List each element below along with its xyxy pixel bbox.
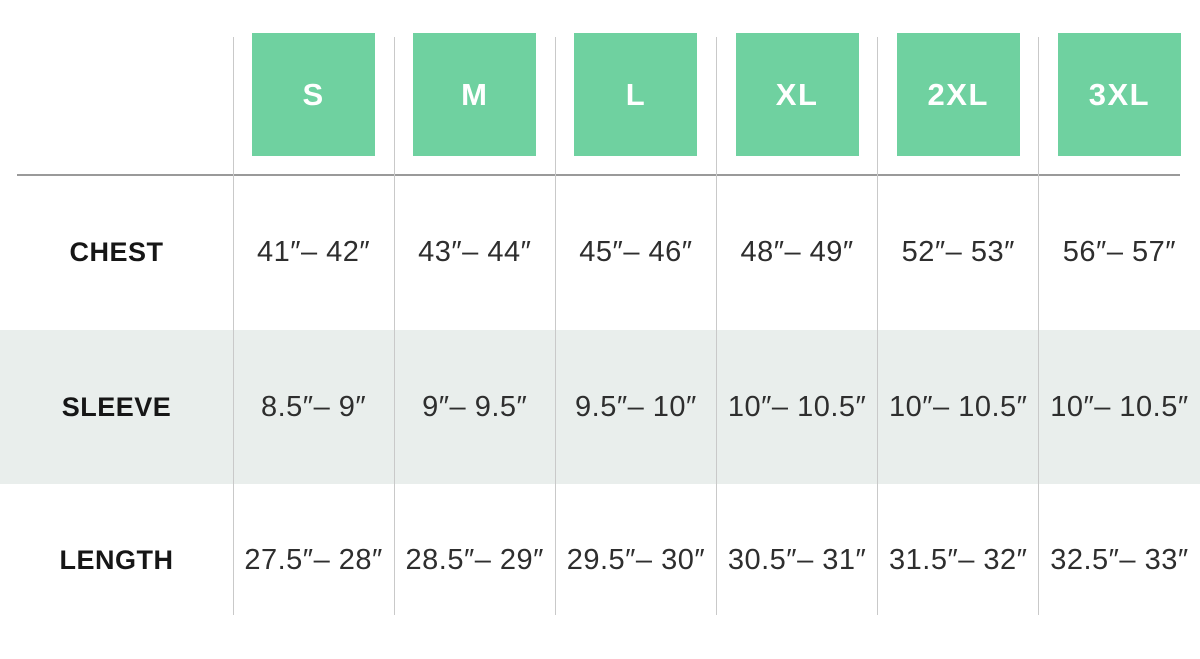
header-spacer xyxy=(0,0,233,174)
chest-value-3xl: 56″– 57″ xyxy=(1062,235,1177,268)
sleeve-value-xl: 10″– 10.5″ xyxy=(716,330,878,484)
chest-value-l: 45″– 46″ xyxy=(579,235,693,268)
size-badge-l: L xyxy=(574,33,698,156)
size-label-2xl: 2XL xyxy=(927,76,989,112)
header-cell-s: S xyxy=(233,0,394,174)
column-divider-6 xyxy=(1038,37,1039,615)
header-cell-xl: XL xyxy=(717,0,878,174)
chest-value-2xl: 52″– 53″ xyxy=(901,235,1015,268)
length-value-l: 29.5″– 30″ xyxy=(566,544,706,576)
chest-value-m: 43″– 44″ xyxy=(418,235,532,268)
column-divider-2 xyxy=(394,37,395,615)
column-divider-5 xyxy=(877,37,878,615)
length-value-m: 28.5″– 29″ xyxy=(405,544,544,576)
header-cell-2xl: 2XL xyxy=(878,0,1039,174)
column-divider-1 xyxy=(233,37,234,615)
sleeve-value-s: 8.5″– 9″ xyxy=(233,330,395,484)
row-label-chest: CHEST xyxy=(69,236,164,267)
size-label-s: S xyxy=(302,76,325,112)
chest-value-s: 41″– 42″ xyxy=(256,235,371,268)
size-badge-s: S xyxy=(252,33,376,156)
header-rule xyxy=(17,174,1180,176)
size-label-xl: XL xyxy=(775,76,819,112)
sleeve-value-m: 9″– 9.5″ xyxy=(394,330,556,484)
header-cell-m: M xyxy=(394,0,555,174)
length-value-xl: 30.5″– 31″ xyxy=(727,544,867,576)
size-badge-2xl: 2XL xyxy=(896,33,1020,156)
sleeve-value-2xl: 10″– 10.5″ xyxy=(877,330,1039,484)
column-divider-3 xyxy=(555,37,556,615)
size-label-l: L xyxy=(625,76,647,112)
sleeve-value-3xl: 10″– 10.5″ xyxy=(1038,330,1200,484)
row-label-sleeve: SLEEVE xyxy=(0,330,233,484)
row-label-length: LENGTH xyxy=(59,545,174,575)
header-cell-3xl: 3XL xyxy=(1039,0,1200,174)
length-value-2xl: 31.5″– 32″ xyxy=(889,544,1028,576)
length-value-s: 27.5″– 28″ xyxy=(244,544,383,576)
length-value-3xl: 32.5″– 33″ xyxy=(1050,544,1189,576)
size-badge-3xl: 3XL xyxy=(1057,33,1181,156)
header-cell-l: L xyxy=(555,0,716,174)
size-badge-xl: XL xyxy=(735,33,859,156)
column-divider-4 xyxy=(716,37,717,615)
size-label-m: M xyxy=(461,76,489,112)
sleeve-value-l: 9.5″– 10″ xyxy=(555,330,717,484)
size-label-3xl: 3XL xyxy=(1088,76,1151,112)
size-badge-m: M xyxy=(413,33,537,156)
chest-value-xl: 48″– 49″ xyxy=(740,235,854,268)
